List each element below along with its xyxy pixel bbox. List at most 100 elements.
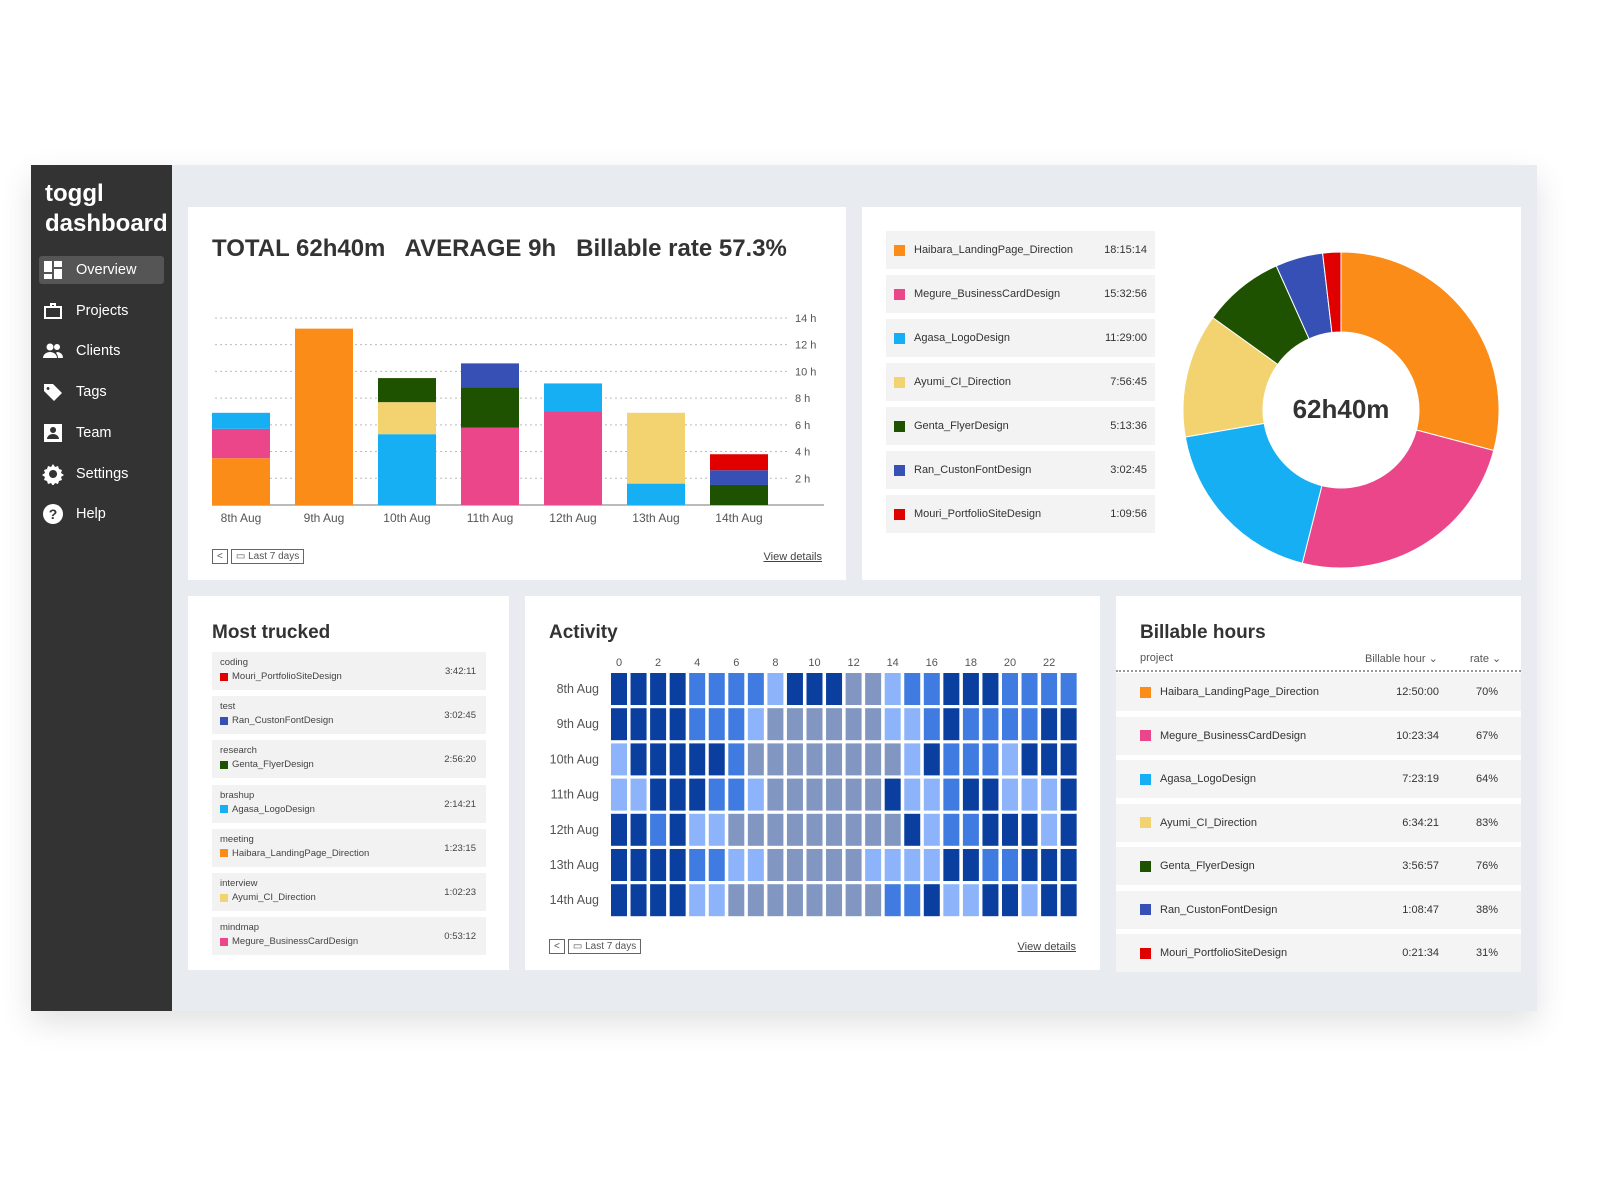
chevron-down-icon: ⌄	[1428, 653, 1438, 665]
project-name: Megure_BusinessCardDesign	[232, 936, 359, 948]
sidebar-item-tags[interactable]: Tags	[39, 378, 164, 406]
sidebar-item-projects[interactable]: Projects	[39, 297, 164, 325]
project-name: Mouri_PortfolioSiteDesign	[1160, 947, 1288, 959]
heatmap-cell	[904, 884, 921, 917]
tracked-time: 0:53:12	[444, 931, 476, 943]
legend-time: 5:13:36	[1110, 420, 1147, 432]
heatmap-cell	[786, 708, 803, 741]
daily-bar-chart: 2 h 4 h 6 h 8 h 10 h 12 h 14 h 8th Aug 9th Aug 10…	[212, 313, 824, 525]
activity-card: Activity 0 2 4 6 8 10 12 14 16 18 20 22 8th Aug 9th A…	[525, 596, 1100, 970]
legend-time: 3:02:45	[1110, 464, 1147, 476]
activity-view-details-link[interactable]: View details	[1017, 941, 1077, 953]
heatmap-cell	[943, 708, 960, 741]
calendar-icon: ▭	[235, 551, 249, 562]
task-name: brashup	[220, 789, 255, 801]
sidebar-item-clients[interactable]: Clients	[39, 337, 164, 365]
heatmap-cell	[786, 778, 803, 811]
tag-icon	[44, 384, 62, 402]
project-name: Haibara_LandingPage_Direction	[232, 847, 370, 859]
heatmap-cell	[669, 743, 686, 776]
date-range-button[interactable]: ▭ Last 7 days	[230, 549, 305, 564]
tracked-time: 2:56:20	[444, 754, 476, 766]
column-rate[interactable]: rate ⌄	[1470, 652, 1501, 665]
heatmap-cell	[611, 884, 627, 917]
color-swatch	[220, 805, 228, 814]
color-swatch	[894, 464, 905, 476]
heatmap-cell	[650, 743, 667, 776]
heatmap-cell	[826, 708, 843, 741]
heatmap-cell	[630, 884, 647, 917]
heatmap-cell	[728, 673, 745, 705]
list-item: mindmap Megure_BusinessCardDesign 0:53:12	[212, 917, 486, 956]
billable-rate: 70%	[1475, 686, 1498, 698]
bar-segment	[378, 434, 436, 505]
sidebar-item-team[interactable]: Team	[39, 419, 164, 447]
heatmap-cell	[943, 778, 960, 811]
heatmap-cell	[728, 813, 745, 846]
project-breakdown-card: Haibara_LandingPage_Direction 18:15:14 Meg…	[862, 207, 1521, 580]
hour-label: 8	[772, 657, 778, 669]
heatmap-cell	[611, 743, 627, 776]
heatmap-cell	[845, 673, 862, 705]
heatmap-cell	[845, 743, 862, 776]
app-title-line1: toggl	[45, 180, 104, 207]
heatmap-cell	[884, 673, 901, 705]
person-badge-icon	[44, 423, 62, 442]
list-item: coding Mouri_PortfolioSiteDesign 3:42:11	[212, 652, 486, 690]
billable-rate: 83%	[1475, 816, 1498, 829]
heatmap-cell	[1041, 673, 1058, 705]
heatmap-cell	[1021, 884, 1038, 917]
heatmap-cell	[865, 813, 882, 846]
table-row: Ayumi_CI_Direction 6:34:21 83%	[1116, 803, 1521, 842]
heatmap-cell	[943, 743, 960, 776]
column-rate-label: rate	[1470, 653, 1489, 665]
color-swatch	[220, 937, 228, 946]
heatmap-cell	[728, 778, 745, 811]
billable-rate: 76%	[1475, 860, 1498, 872]
hour-label: 6	[733, 657, 739, 669]
heatmap-cell	[669, 708, 686, 741]
heatmap-cell	[650, 884, 667, 917]
x-tick-label: 10th Aug	[383, 511, 430, 525]
donut-slice	[1340, 251, 1500, 452]
heatmap-cell	[767, 813, 784, 846]
heatmap-cell	[1002, 849, 1018, 881]
donut-slice	[1301, 429, 1495, 569]
sidebar-item-overview[interactable]: Overview	[39, 256, 164, 284]
activity-date-range-button[interactable]: ▭ Last 7 days	[567, 939, 642, 954]
heatmap-cell	[1002, 884, 1018, 917]
x-tick-label: 9th Aug	[304, 511, 345, 525]
heatmap-cell	[904, 778, 921, 811]
activity-prev-range-button[interactable]: <	[549, 939, 565, 954]
heatmap-cell	[923, 813, 940, 846]
heatmap-cell	[728, 849, 745, 881]
column-project: project	[1140, 652, 1174, 664]
heatmap-cell	[982, 778, 999, 811]
heatmap-cell	[650, 813, 667, 846]
heatmap-cell	[786, 813, 803, 846]
heatmap-cell	[884, 778, 901, 811]
bar-segment	[627, 483, 685, 505]
sidebar-item-help[interactable]: ? Help	[39, 500, 164, 528]
summary-card: TOTAL 62h40m AVERAGE 9h Billable rate 57…	[188, 207, 846, 580]
heatmap-cell	[669, 813, 686, 846]
heatmap-cell	[611, 778, 627, 811]
heatmap-cell	[943, 813, 960, 846]
column-billable-hour[interactable]: Billable hour ⌄	[1365, 652, 1438, 665]
project-name: Ran_CustonFontDesign	[1160, 903, 1278, 916]
billable-table-header: project Billable hour ⌄ rate ⌄	[1116, 652, 1521, 672]
heatmap-cell	[786, 884, 803, 917]
prev-range-button[interactable]: <	[212, 549, 228, 564]
project-name: Agasa_LogoDesign	[1160, 773, 1257, 785]
view-details-link[interactable]: View details	[763, 551, 823, 563]
sidebar-item-settings[interactable]: Settings	[39, 460, 164, 488]
heatmap-cell	[767, 884, 784, 917]
heatmap-cell	[767, 778, 784, 811]
average-stat: AVERAGE 9h	[404, 235, 557, 262]
heatmap-cell	[923, 708, 940, 741]
project-name: Genta_FlyerDesign	[232, 759, 314, 771]
heatmap-cell	[747, 849, 764, 881]
heatmap-cell	[865, 708, 882, 741]
heatmap-cell	[865, 884, 882, 917]
most-tracked-card: Most trucked coding Mouri_PortfolioSiteDe…	[188, 596, 509, 970]
